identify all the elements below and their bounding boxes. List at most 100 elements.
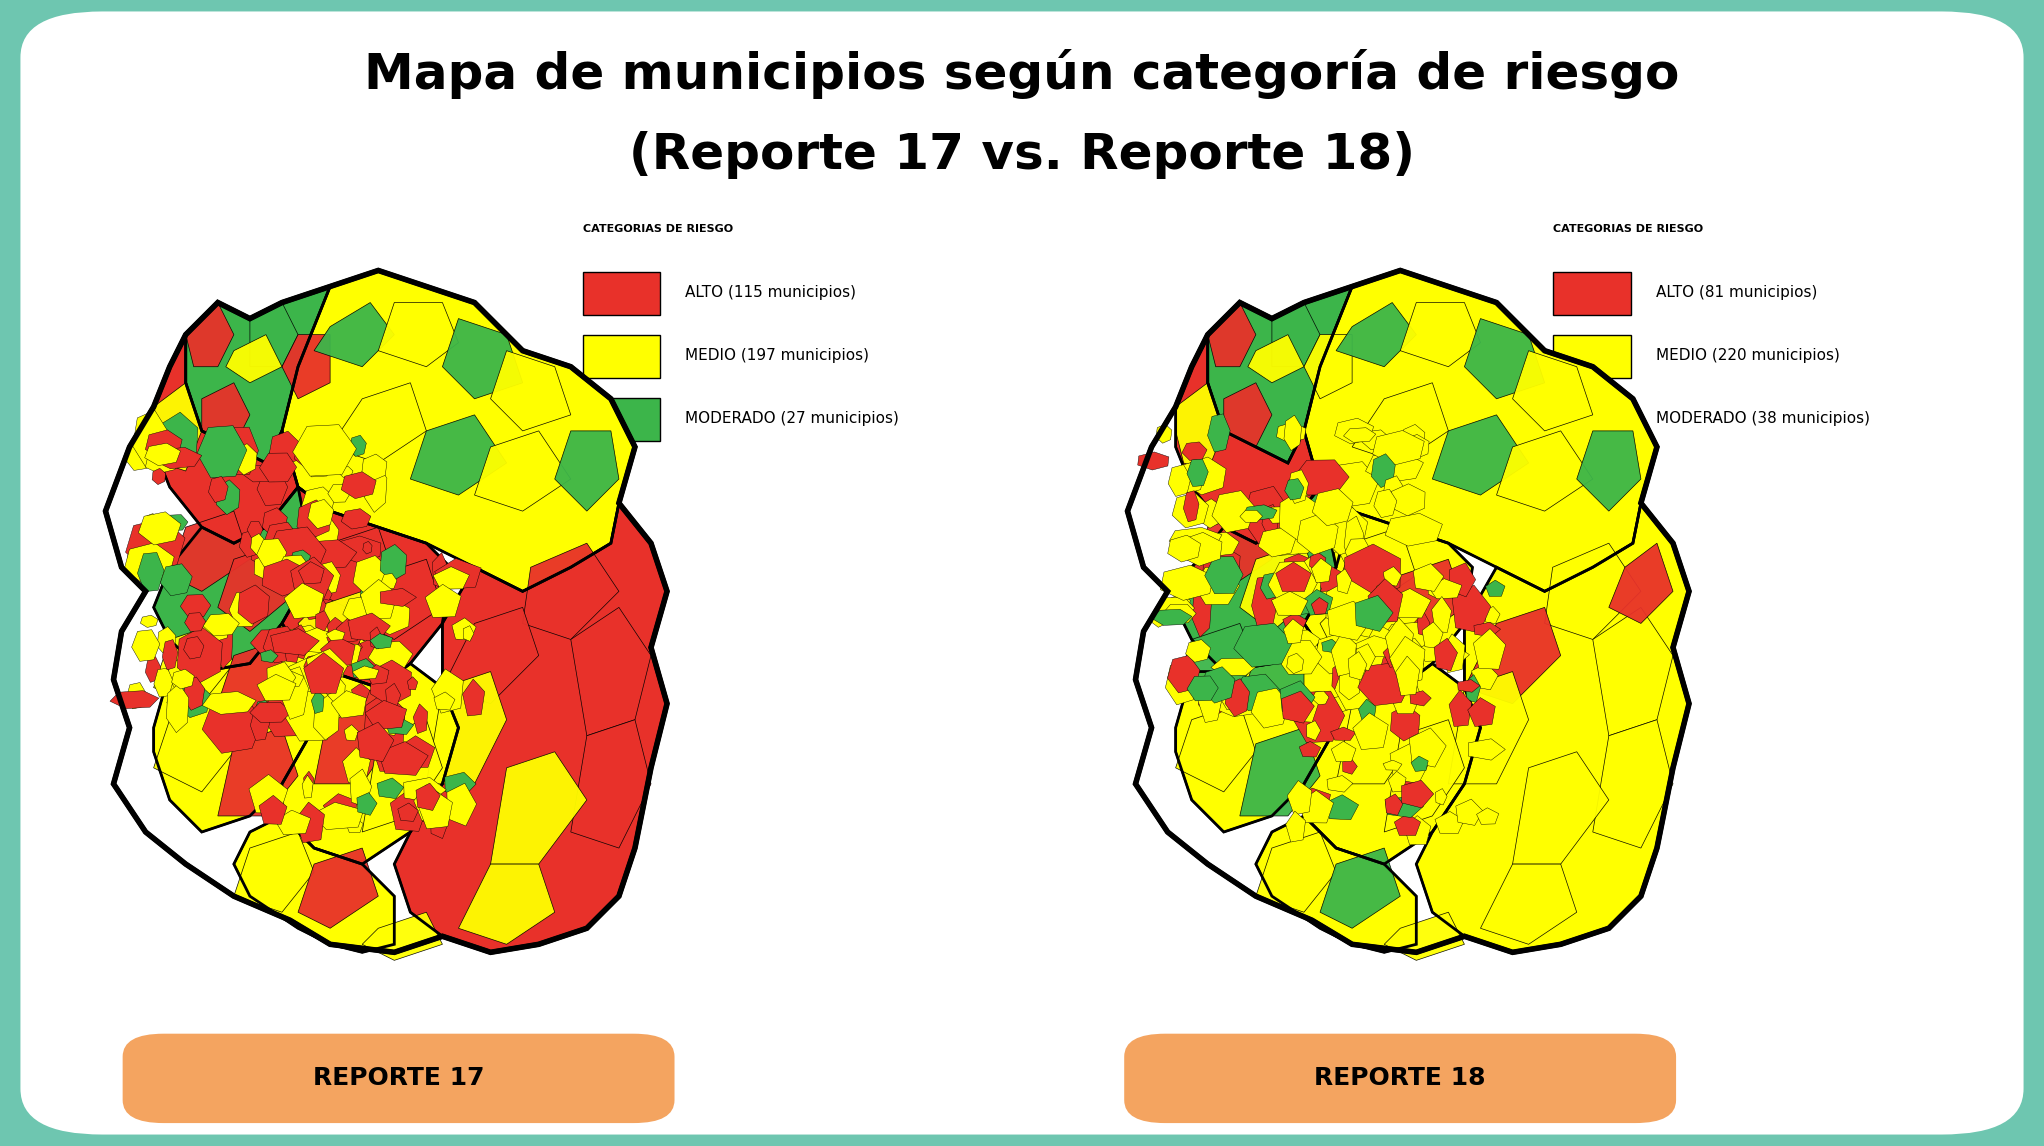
Polygon shape [1331, 631, 1357, 676]
Polygon shape [1335, 672, 1357, 686]
Polygon shape [1343, 427, 1376, 442]
Polygon shape [1278, 422, 1306, 444]
Polygon shape [1329, 525, 1349, 552]
Polygon shape [1337, 623, 1400, 656]
Polygon shape [1410, 691, 1431, 706]
Polygon shape [172, 669, 194, 689]
Polygon shape [1390, 743, 1431, 784]
Polygon shape [433, 692, 456, 711]
Polygon shape [284, 636, 300, 662]
Polygon shape [458, 864, 554, 944]
Polygon shape [1388, 771, 1406, 792]
Polygon shape [315, 562, 341, 595]
Polygon shape [380, 588, 417, 606]
Polygon shape [1175, 335, 1320, 543]
Polygon shape [1357, 662, 1412, 706]
Polygon shape [394, 503, 666, 952]
Polygon shape [554, 431, 619, 511]
Polygon shape [1286, 479, 1304, 500]
Polygon shape [1390, 705, 1421, 741]
Polygon shape [1294, 460, 1349, 495]
Polygon shape [345, 628, 362, 645]
Polygon shape [294, 437, 333, 471]
Polygon shape [262, 691, 311, 737]
Polygon shape [1402, 780, 1433, 808]
Polygon shape [264, 626, 298, 664]
Polygon shape [1151, 610, 1192, 626]
Polygon shape [280, 625, 327, 665]
Polygon shape [1198, 499, 1222, 528]
Polygon shape [1302, 557, 1316, 583]
Polygon shape [141, 615, 157, 628]
Polygon shape [1214, 693, 1265, 716]
Polygon shape [268, 661, 296, 693]
Polygon shape [1476, 808, 1498, 824]
FancyBboxPatch shape [583, 272, 660, 315]
Polygon shape [366, 602, 390, 625]
Polygon shape [323, 657, 345, 681]
Polygon shape [264, 523, 298, 558]
Polygon shape [1384, 566, 1402, 586]
FancyBboxPatch shape [1124, 1034, 1676, 1123]
Polygon shape [1351, 611, 1378, 637]
Polygon shape [1357, 613, 1400, 631]
Polygon shape [296, 540, 358, 570]
Polygon shape [1261, 520, 1320, 556]
Polygon shape [1292, 691, 1345, 743]
Polygon shape [1390, 636, 1425, 685]
Polygon shape [1609, 543, 1672, 623]
Polygon shape [1380, 622, 1441, 656]
Polygon shape [159, 564, 192, 596]
Polygon shape [1325, 794, 1359, 819]
Polygon shape [1255, 816, 1416, 952]
Polygon shape [1202, 545, 1241, 584]
Polygon shape [435, 558, 480, 589]
Polygon shape [1335, 418, 1374, 444]
Polygon shape [419, 790, 452, 829]
Polygon shape [1304, 487, 1472, 688]
Polygon shape [1376, 580, 1398, 609]
Polygon shape [1183, 457, 1226, 495]
Polygon shape [1255, 691, 1267, 707]
Polygon shape [1592, 607, 1672, 736]
Polygon shape [1194, 567, 1239, 605]
Polygon shape [1290, 478, 1314, 497]
Polygon shape [1384, 720, 1464, 832]
Polygon shape [315, 518, 339, 552]
Polygon shape [215, 620, 233, 669]
Polygon shape [1380, 652, 1423, 685]
Polygon shape [1402, 424, 1425, 452]
Polygon shape [1310, 567, 1349, 599]
Polygon shape [186, 303, 233, 367]
Polygon shape [270, 629, 319, 656]
Polygon shape [1200, 532, 1239, 556]
Polygon shape [1167, 656, 1200, 693]
Polygon shape [131, 630, 159, 661]
Polygon shape [1220, 685, 1245, 709]
Polygon shape [376, 778, 405, 799]
Polygon shape [1188, 676, 1218, 701]
Polygon shape [229, 592, 260, 627]
Polygon shape [347, 613, 390, 642]
Polygon shape [362, 454, 386, 480]
Polygon shape [133, 410, 168, 466]
Polygon shape [1241, 639, 1304, 720]
Polygon shape [368, 642, 413, 670]
Polygon shape [1320, 848, 1400, 928]
Polygon shape [341, 472, 376, 499]
Polygon shape [1167, 464, 1192, 496]
Polygon shape [331, 691, 366, 719]
Polygon shape [380, 573, 397, 589]
Polygon shape [258, 539, 286, 568]
Polygon shape [366, 700, 407, 730]
Polygon shape [1155, 597, 1194, 619]
Polygon shape [1464, 319, 1545, 399]
Polygon shape [258, 674, 296, 700]
Polygon shape [1312, 597, 1329, 614]
Polygon shape [284, 583, 323, 619]
Polygon shape [1339, 669, 1359, 700]
Polygon shape [282, 270, 636, 591]
Polygon shape [1243, 505, 1278, 520]
Polygon shape [1284, 613, 1306, 631]
Polygon shape [1388, 589, 1431, 618]
